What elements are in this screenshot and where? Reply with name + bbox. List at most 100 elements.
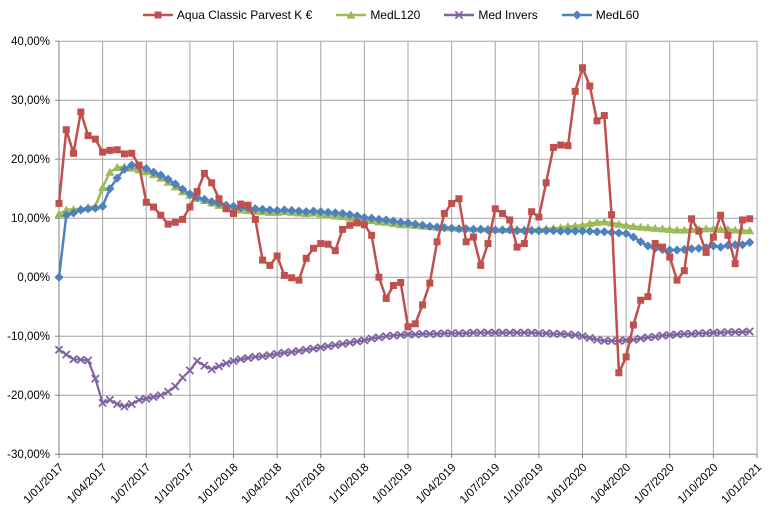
legend-item-label: MedL60	[595, 8, 640, 22]
x-marker-icon	[527, 328, 536, 337]
x-marker-icon	[723, 327, 733, 337]
diamond-marker-icon	[257, 204, 268, 214]
x-marker-icon	[200, 361, 209, 370]
triangle-marker-icon	[346, 10, 356, 19]
x-marker-icon	[650, 332, 660, 342]
square-marker-icon	[673, 276, 681, 284]
x-marker-icon	[745, 327, 754, 336]
x-axis-label: 1/07/2020	[632, 462, 677, 507]
square-marker-icon	[135, 161, 143, 169]
diamond-marker-icon	[556, 226, 566, 236]
legend-item-medl60[interactable]: MedL60	[561, 8, 640, 22]
x-marker-icon	[134, 395, 144, 405]
square-marker-icon	[397, 279, 405, 287]
x-marker-icon	[345, 338, 355, 347]
x-marker-icon	[62, 350, 71, 359]
diamond-marker-icon	[388, 216, 399, 226]
triangle-marker-icon	[745, 226, 755, 235]
square-marker-icon	[368, 231, 376, 239]
triangle-marker-icon	[650, 223, 660, 232]
square-marker-icon	[440, 209, 448, 217]
square-marker-icon	[113, 146, 121, 154]
square-marker-icon	[629, 321, 637, 329]
x-marker-icon	[491, 328, 500, 337]
x-marker-icon	[469, 328, 478, 337]
x-marker-icon	[76, 355, 86, 365]
square-marker-icon	[520, 240, 528, 248]
diamond-marker-icon	[170, 179, 180, 189]
square-marker-icon	[535, 213, 543, 221]
diamond-marker-icon	[745, 237, 755, 247]
square-marker-icon	[244, 201, 252, 209]
legend-item-aqua-classic-parvest-k[interactable]: Aqua Classic Parvest K €	[142, 8, 313, 22]
square-marker-icon	[622, 353, 630, 361]
y-axis-label: -10,00%	[7, 331, 50, 343]
x-marker-icon	[520, 328, 529, 337]
square-marker-icon	[433, 238, 441, 246]
square-marker-icon	[164, 220, 172, 228]
diamond-marker-icon	[250, 204, 260, 214]
x-axis-label: 1/04/2019	[414, 462, 459, 507]
diamond-marker-icon	[127, 160, 137, 170]
diamond-marker-icon	[447, 223, 457, 233]
diamond-marker-icon	[643, 241, 653, 251]
x-marker-icon	[229, 356, 238, 366]
square-marker-icon	[491, 205, 499, 213]
square-marker-icon	[738, 216, 746, 224]
x-marker-icon	[98, 398, 107, 408]
diamond-marker-icon	[425, 221, 435, 232]
legend-item-med-invers[interactable]: Med Invers	[444, 8, 538, 22]
x-marker-icon	[701, 329, 711, 338]
x-axis-label: 1/04/2020	[589, 462, 634, 507]
square-marker-icon	[120, 150, 128, 158]
x-marker-icon	[658, 331, 667, 340]
legend-item-label: Med Invers	[478, 8, 538, 22]
diamond-marker-icon	[716, 242, 726, 252]
x-marker-icon	[556, 329, 565, 339]
square-marker-icon	[499, 209, 507, 217]
x-axis-label: 1/07/2018	[283, 462, 328, 507]
square-marker-icon	[426, 279, 434, 287]
square-marker-icon	[273, 252, 281, 260]
triangle-marker-icon	[730, 225, 740, 234]
legend-item-label: Aqua Classic Parvest K €	[176, 8, 313, 22]
x-marker-icon	[403, 330, 413, 339]
x-marker-icon	[69, 354, 78, 364]
diamond-marker-icon	[599, 227, 609, 237]
diamond-marker-icon	[381, 215, 391, 225]
square-marker-icon	[695, 227, 703, 235]
triangle-marker-icon	[112, 163, 122, 172]
square-marker-icon	[360, 221, 368, 229]
x-axis-label: 1/07/2019	[458, 462, 503, 507]
x-marker-icon	[389, 331, 398, 340]
diamond-marker-icon	[563, 226, 573, 236]
square-marker-icon	[608, 211, 616, 219]
legend-item-medl120[interactable]: MedL120	[336, 8, 420, 22]
x-marker-icon	[730, 327, 740, 337]
x-marker-icon	[127, 399, 136, 409]
square-marker-icon	[709, 233, 717, 241]
diamond-marker-icon	[330, 208, 340, 218]
x-marker-icon	[323, 341, 333, 351]
x-marker-icon	[331, 340, 340, 350]
x-marker-icon	[672, 330, 682, 339]
diamond-marker-icon	[54, 272, 64, 282]
x-marker-icon	[178, 373, 187, 382]
square-marker-icon	[688, 215, 696, 223]
x-marker-icon	[461, 329, 471, 338]
x-marker-icon	[396, 330, 405, 340]
square-marker-icon	[317, 240, 325, 248]
diamond-marker-icon	[483, 225, 493, 235]
diamond-marker-icon	[105, 184, 115, 194]
square-marker-icon	[154, 11, 162, 19]
diamond-marker-icon	[505, 225, 515, 235]
diamond-marker-icon	[301, 207, 311, 217]
diamond-marker-icon	[359, 213, 369, 223]
square-marker-icon	[644, 293, 652, 301]
x-marker-icon	[694, 329, 704, 338]
x-marker-icon	[251, 352, 260, 362]
diamond-marker-icon	[396, 217, 406, 227]
x-marker-icon	[243, 353, 253, 363]
square-marker-icon	[680, 267, 688, 275]
x-marker-icon	[665, 330, 674, 340]
